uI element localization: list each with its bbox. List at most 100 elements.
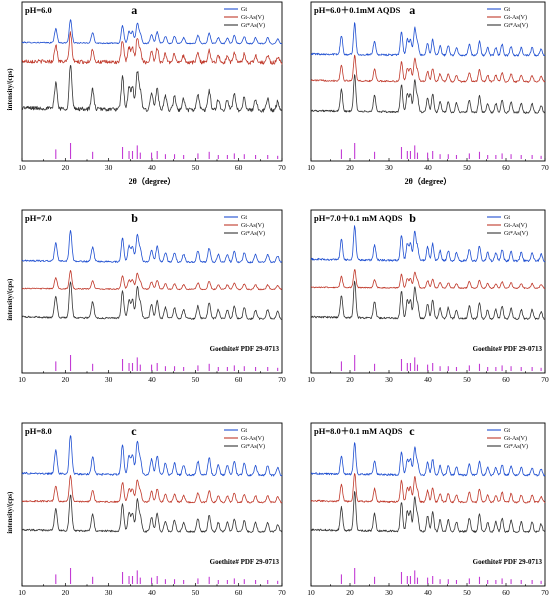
panel-letter: a (131, 3, 137, 17)
reference-label: Goethite# PDF 29-0713 (210, 558, 280, 566)
x-tick-label: 70 (541, 375, 549, 384)
condition-label: pH=6.0 (25, 5, 52, 15)
x-axis-label: 2θ（degree） (129, 176, 176, 186)
x-tick-label: 30 (105, 163, 113, 172)
legend-entry: Gt (504, 215, 510, 221)
legend-entry: Gt-As(V) (241, 14, 264, 21)
x-tick-label: 20 (62, 163, 70, 172)
x-tick-label: 50 (192, 163, 200, 172)
trace-gt-as-v- (21, 494, 283, 533)
trace-gt (21, 435, 283, 477)
x-tick-label: 30 (385, 375, 393, 384)
y-axis-label: intensity/(cps) (6, 491, 14, 534)
legend-entry: Gt-As(V) (241, 435, 264, 442)
legend-entry: Gt*As(V) (241, 230, 265, 237)
x-tick-label: 20 (346, 375, 354, 384)
condition-label: pH=8.0＋0.1 mM AQDS (314, 426, 403, 436)
reference-label: Goethite# PDF 29-0713 (473, 345, 543, 353)
x-tick-label: 30 (385, 588, 393, 597)
x-tick-label: 60 (235, 163, 243, 172)
trace-gt (310, 225, 546, 263)
legend-entry: Gt*As(V) (504, 230, 528, 237)
trace-gt-as-v- (21, 474, 283, 504)
reference-label: Goethite# PDF 29-0713 (473, 558, 543, 566)
trace-gt (21, 19, 283, 45)
legend-entry: Gt (241, 7, 247, 13)
x-tick-label: 50 (192, 375, 200, 384)
condition-label: pH=7.0＋0.1 mM AQDS (314, 213, 403, 223)
x-tick-label: 60 (235, 375, 243, 384)
condition-label: pH=7.0 (25, 213, 52, 223)
xrd-panel-6: 10 20 30 40 50 60 70 pH=8.0＋0.1 mM AQDS c GtGt-As… (307, 422, 549, 597)
xrd-panel-2: 10 20 30 40 50 60 70 2θ（degree） pH=6.0＋0.1mM AQD… (307, 1, 549, 186)
trace-gt-as-v- (22, 281, 283, 320)
x-tick-label: 70 (541, 588, 549, 597)
legend-entry: Gt*As(V) (241, 443, 265, 450)
x-tick-label: 60 (502, 375, 510, 384)
trace-gt-as-v- (310, 54, 546, 83)
x-tick-label: 10 (18, 375, 26, 384)
x-axis-label: 2θ（degree） (405, 176, 452, 186)
x-tick-label: 70 (278, 375, 286, 384)
panel-letter: a (409, 3, 415, 17)
x-tick-label: 30 (105, 588, 113, 597)
legend-entry: Gt*As(V) (504, 443, 528, 450)
x-tick-label: 40 (424, 588, 432, 597)
trace-gt-as-v- (310, 491, 546, 533)
condition-label: pH=8.0 (25, 426, 52, 436)
x-tick-label: 70 (278, 588, 286, 597)
legend-entry: Gt (504, 428, 510, 434)
panel-letter: b (409, 211, 416, 225)
x-tick-label: 10 (307, 375, 315, 384)
legend-entry: Gt-As(V) (504, 222, 527, 229)
x-tick-label: 40 (424, 163, 432, 172)
panel-letter: c (409, 424, 415, 438)
x-tick-label: 40 (148, 588, 156, 597)
x-tick-label: 40 (148, 163, 156, 172)
x-tick-label: 10 (307, 588, 315, 597)
trace-gt-as-v- (21, 65, 283, 113)
trace-gt (21, 230, 282, 264)
x-tick-label: 60 (502, 163, 510, 172)
x-tick-label: 20 (346, 163, 354, 172)
x-tick-label: 40 (148, 375, 156, 384)
x-tick-label: 20 (62, 588, 70, 597)
legend-entry: Gt (241, 215, 247, 221)
xrd-panel-1: 10 20 30 40 50 60 70 2θ（degree） intensity/(cps) p… (6, 1, 286, 186)
x-tick-label: 50 (192, 588, 200, 597)
x-tick-label: 60 (502, 588, 510, 597)
trace-gt-as-v- (21, 31, 283, 65)
legend-entry: Gt-As(V) (241, 222, 264, 229)
x-tick-label: 10 (307, 163, 315, 172)
legend-entry: Gt*As(V) (504, 22, 528, 29)
trace-gt-as-v- (310, 280, 546, 320)
panel-letter: b (131, 211, 138, 225)
legend-entry: Gt (504, 7, 510, 13)
x-tick-label: 20 (346, 588, 354, 597)
trace-gt-as-v- (21, 270, 283, 291)
y-axis-label: intensity/(cps) (6, 68, 14, 111)
x-tick-label: 30 (105, 375, 113, 384)
reference-label: Goethite# PDF 29-0713 (210, 345, 280, 353)
trace-gt-as-v- (310, 74, 546, 114)
trace-gt-as-v- (310, 473, 546, 504)
x-tick-label: 50 (463, 588, 471, 597)
trace-gt (311, 22, 546, 57)
x-tick-label: 70 (541, 163, 549, 172)
trace-gt-as-v- (311, 269, 546, 289)
x-tick-label: 70 (278, 163, 286, 172)
trace-gt (310, 442, 546, 477)
y-axis-label: intensity/(cps) (6, 278, 14, 321)
condition-label: pH=6.0＋0.1mM AQDS (314, 5, 401, 15)
x-tick-label: 30 (385, 163, 393, 172)
legend-entry: Gt (241, 428, 247, 434)
x-tick-label: 50 (463, 375, 471, 384)
xrd-panel-4: 10 20 30 40 50 60 70 pH=7.0＋0.1 mM AQDS b GtGt-As… (307, 209, 549, 384)
legend-entry: Gt*As(V) (241, 22, 265, 29)
x-tick-label: 10 (18, 163, 26, 172)
panel-letter: c (131, 424, 137, 438)
legend-entry: Gt-As(V) (504, 14, 527, 21)
